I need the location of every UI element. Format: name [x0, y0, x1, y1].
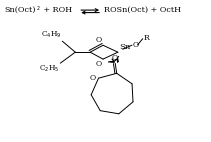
Text: O: O: [89, 74, 96, 82]
Text: + ROH: + ROH: [41, 6, 72, 14]
Text: O: O: [96, 36, 102, 44]
Text: R: R: [144, 34, 149, 42]
Text: O: O: [96, 60, 102, 68]
Text: C$_2$H$_5$: C$_2$H$_5$: [39, 64, 60, 74]
Text: ROSn(Oct) + OctH: ROSn(Oct) + OctH: [104, 6, 181, 14]
Text: Sn(Oct): Sn(Oct): [4, 6, 35, 14]
Text: O: O: [111, 54, 117, 62]
Text: C$_4$H$_9$: C$_4$H$_9$: [41, 30, 61, 40]
Text: Sn: Sn: [119, 43, 130, 51]
Text: $_2$: $_2$: [36, 4, 40, 13]
Text: O: O: [133, 41, 139, 49]
